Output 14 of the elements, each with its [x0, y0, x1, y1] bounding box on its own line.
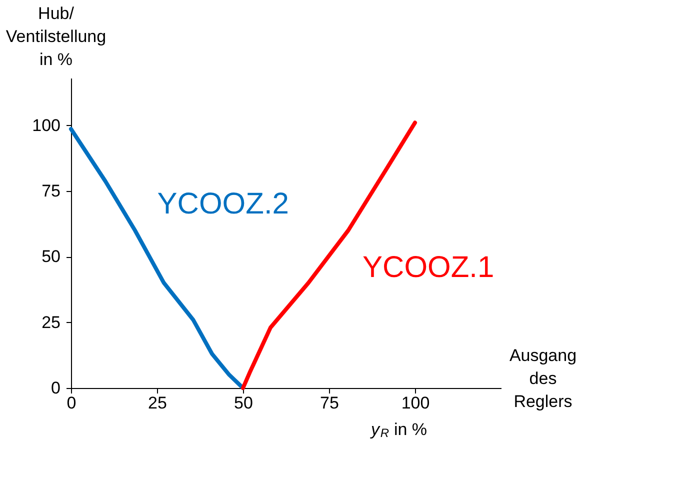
y-tick-label: 100 [32, 116, 60, 135]
y-tick-label: 75 [42, 181, 60, 200]
x-tick-label: 50 [234, 394, 253, 412]
series-label: YCOOZ.1 [362, 250, 494, 284]
text: Ausgang des Reglers [509, 346, 577, 411]
x-tick-label: 75 [320, 394, 339, 412]
x-tick-label: 0 [66, 394, 76, 412]
y-tick-label: 0 [51, 378, 60, 398]
series-label: YCOOZ.2 [157, 188, 289, 221]
y-tick-label: 50 [42, 247, 60, 266]
y-axis-title: Hub/ Ventilstellung in % [6, 4, 106, 69]
x-tick-label: 100 [401, 394, 430, 412]
x-tick-label: 25 [148, 394, 167, 412]
y-tick-label: 25 [42, 312, 60, 332]
